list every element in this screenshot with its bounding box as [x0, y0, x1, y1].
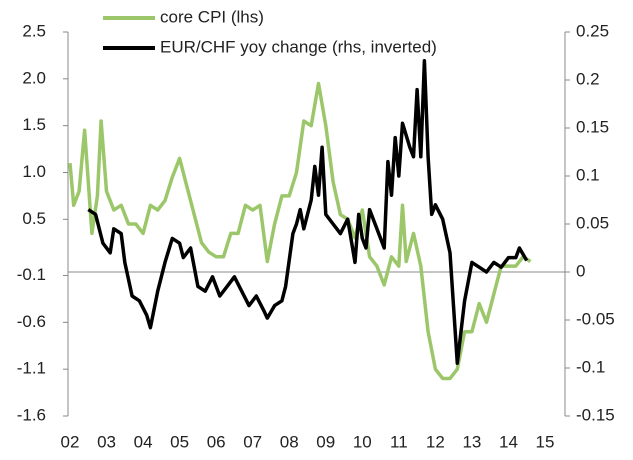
x-tick-label: 05 — [170, 432, 189, 451]
x-tick-label: 02 — [61, 432, 80, 451]
x-tick-label: 07 — [243, 432, 262, 451]
y-tick-label: 2.0 — [22, 68, 46, 87]
y-tick-label: 0.5 — [22, 209, 46, 228]
y2-tick-label: 0.15 — [576, 117, 609, 136]
x-tick-label: 13 — [462, 432, 481, 451]
x-tick-label: 06 — [207, 432, 226, 451]
legend-label: EUR/CHF yoy change (rhs, inverted) — [160, 37, 437, 56]
y2-tick-label: 0.25 — [576, 21, 609, 40]
y2-tick-label: 0.05 — [576, 213, 609, 232]
x-tick-label: 09 — [316, 432, 335, 451]
x-tick-label: 14 — [499, 432, 518, 451]
series-line — [87, 59, 529, 365]
legend-label: core CPI (lhs) — [160, 7, 264, 26]
x-tick-label: 04 — [134, 432, 153, 451]
y-tick-label: 1.0 — [22, 162, 46, 181]
y2-tick-label: -0.05 — [576, 309, 615, 328]
y2-tick-label: -0.1 — [576, 357, 605, 376]
x-tick-label: 10 — [353, 432, 372, 451]
y-tick-label: -1.6 — [17, 405, 46, 424]
y2-tick-label: 0.2 — [576, 69, 600, 88]
y-tick-label: 2.5 — [22, 21, 46, 40]
series-line — [68, 81, 532, 381]
x-tick-label: 11 — [390, 432, 408, 451]
y2-tick-label: -0.15 — [576, 405, 615, 424]
x-tick-label: 12 — [426, 432, 445, 451]
x-tick-label: 03 — [97, 432, 116, 451]
y-tick-label: -1.1 — [17, 359, 46, 378]
y2-tick-label: 0.1 — [576, 165, 600, 184]
y-tick-label: 1.5 — [22, 115, 46, 134]
y-tick-label: -0.1 — [17, 265, 46, 284]
y2-tick-label: 0 — [576, 261, 585, 280]
x-tick-label: 15 — [536, 432, 555, 451]
y-tick-label: -0.6 — [17, 312, 46, 331]
x-tick-label: 08 — [280, 432, 299, 451]
